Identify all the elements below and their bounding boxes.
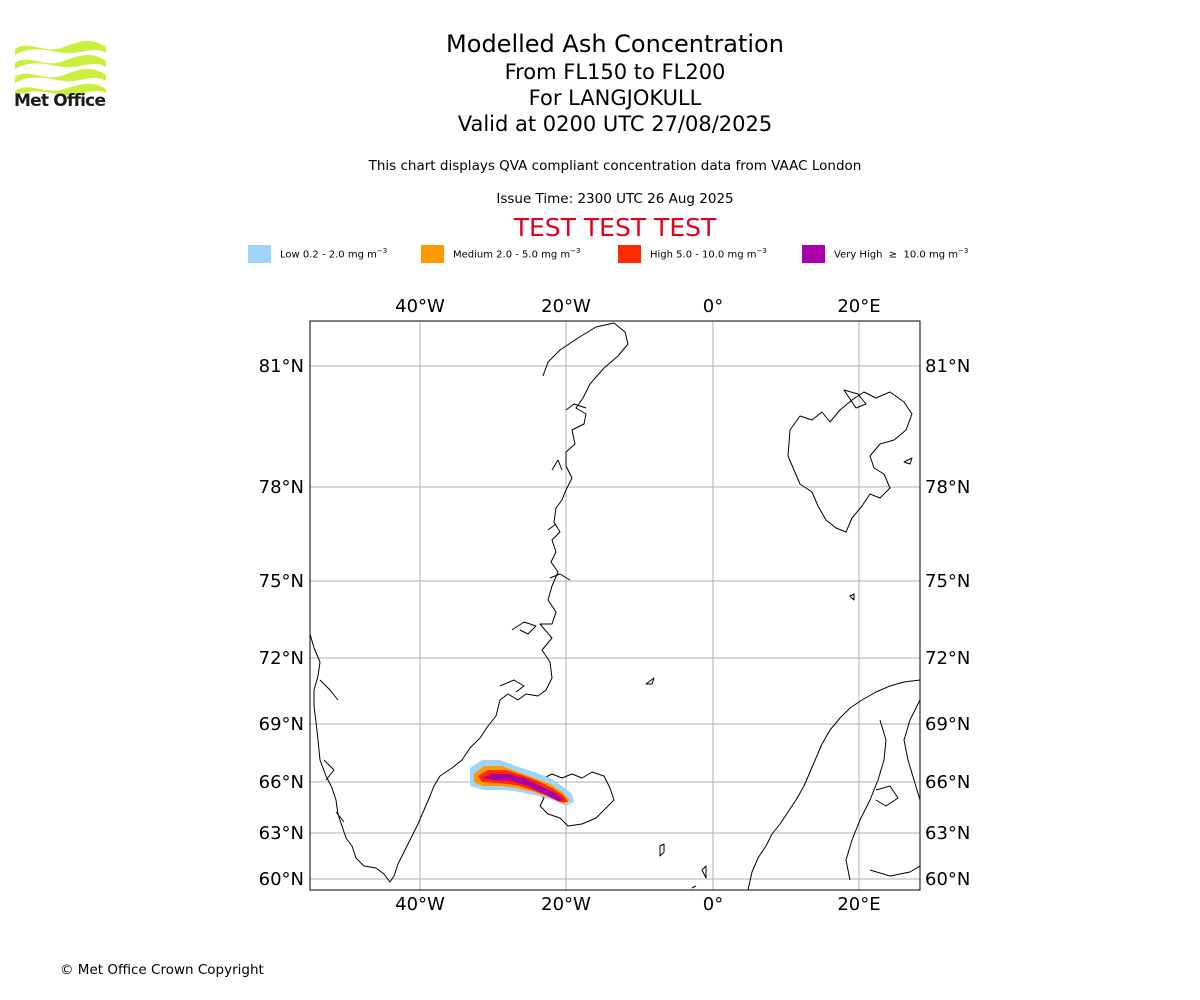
legend-low: Low 0.2 - 2.0 mg m−3	[248, 245, 387, 263]
legend-high-label: High 5.0 - 10.0 mg m−3	[650, 247, 767, 261]
lat-label-left-63n: 63°N	[259, 823, 304, 844]
coast-svalbard-east	[843, 389, 913, 601]
lon-label-top-20w: 20°W	[541, 296, 591, 317]
issue-time: Issue Time: 2300 UTC 26 Aug 2025	[496, 191, 734, 207]
copyright: © Met Office Crown Copyright	[60, 962, 264, 978]
ash-plume	[470, 760, 574, 806]
compliance-note: This chart displays QVA compliant concen…	[368, 158, 862, 174]
lat-label-right-69n: 69°N	[925, 714, 970, 735]
legend-medium-label: Medium 2.0 - 5.0 mg m−3	[453, 247, 581, 261]
legend-medium: Medium 2.0 - 5.0 mg m−3	[421, 245, 580, 263]
lat-label-left-69n: 69°N	[259, 714, 304, 735]
coast-jan-mayen	[645, 677, 655, 685]
legend-very-high-label: Very High ≥ 10.0 mg m−3	[834, 247, 969, 261]
lon-label-top-0: 0°	[703, 296, 723, 317]
coastlines	[310, 322, 920, 890]
legend-very-high: Very High ≥ 10.0 mg m−3	[802, 245, 968, 263]
coast-iceland	[531, 771, 615, 827]
title-block: Modelled Ash Concentration From FL150 to…	[315, 30, 915, 137]
coast-svalbard	[787, 391, 913, 533]
coast-scandinavia	[747, 679, 920, 890]
lon-label-top-20e: 20°E	[837, 296, 880, 317]
logo-text: Met Office	[14, 91, 106, 111]
legend-medium-swatch	[421, 245, 444, 263]
legend-low-swatch	[248, 245, 271, 263]
lat-label-right-72n: 72°N	[925, 648, 970, 669]
lon-label-bottom-20e: 20°E	[837, 894, 880, 915]
volcano-name: For LANGJOKULL	[528, 86, 702, 110]
lat-label-right-78n: 78°N	[925, 477, 970, 498]
graticule	[310, 321, 920, 890]
coast-faroe	[659, 843, 665, 857]
test-banner: TEST TEST TEST	[513, 213, 717, 242]
lat-label-left-81n: 81°N	[259, 356, 304, 377]
lat-label-left-75n: 75°N	[259, 571, 304, 592]
lon-label-top-40w: 40°W	[395, 296, 445, 317]
lon-label-bottom-0: 0°	[703, 894, 723, 915]
coast-shetland	[691, 865, 707, 889]
map-frame	[309, 320, 921, 891]
lat-label-right-63n: 63°N	[925, 823, 970, 844]
coast-scandinavia-inner	[845, 699, 920, 881]
legend-high: High 5.0 - 10.0 mg m−3	[618, 245, 767, 263]
met-office-logo	[15, 41, 106, 97]
lat-label-right-60n: 60°N	[925, 869, 970, 890]
lat-label-right-81n: 81°N	[925, 356, 970, 377]
coast-greenland	[310, 322, 629, 883]
lat-label-left-72n: 72°N	[259, 648, 304, 669]
coast-greenland-fjords	[319, 403, 587, 823]
flight-level-range: From FL150 to FL200	[504, 60, 726, 84]
legend-very-high-swatch	[802, 245, 825, 263]
lat-label-right-66n: 66°N	[925, 772, 970, 793]
lon-label-bottom-20w: 20°W	[541, 894, 591, 915]
lon-label-bottom-40w: 40°W	[395, 894, 445, 915]
lat-label-right-75n: 75°N	[925, 571, 970, 592]
lat-label-left-78n: 78°N	[259, 477, 304, 498]
chart-title: Modelled Ash Concentration	[446, 30, 784, 58]
legend-low-label: Low 0.2 - 2.0 mg m−3	[280, 247, 388, 261]
map-content	[310, 321, 920, 890]
legend-high-swatch	[618, 245, 641, 263]
ash-very-high	[482, 774, 564, 801]
lat-label-left-60n: 60°N	[259, 869, 304, 890]
lat-label-left-66n: 66°N	[259, 772, 304, 793]
valid-time: Valid at 0200 UTC 27/08/2025	[457, 112, 773, 136]
